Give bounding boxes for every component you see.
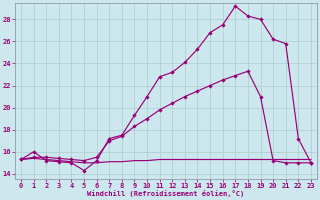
X-axis label: Windchill (Refroidissement éolien,°C): Windchill (Refroidissement éolien,°C) bbox=[87, 190, 244, 197]
